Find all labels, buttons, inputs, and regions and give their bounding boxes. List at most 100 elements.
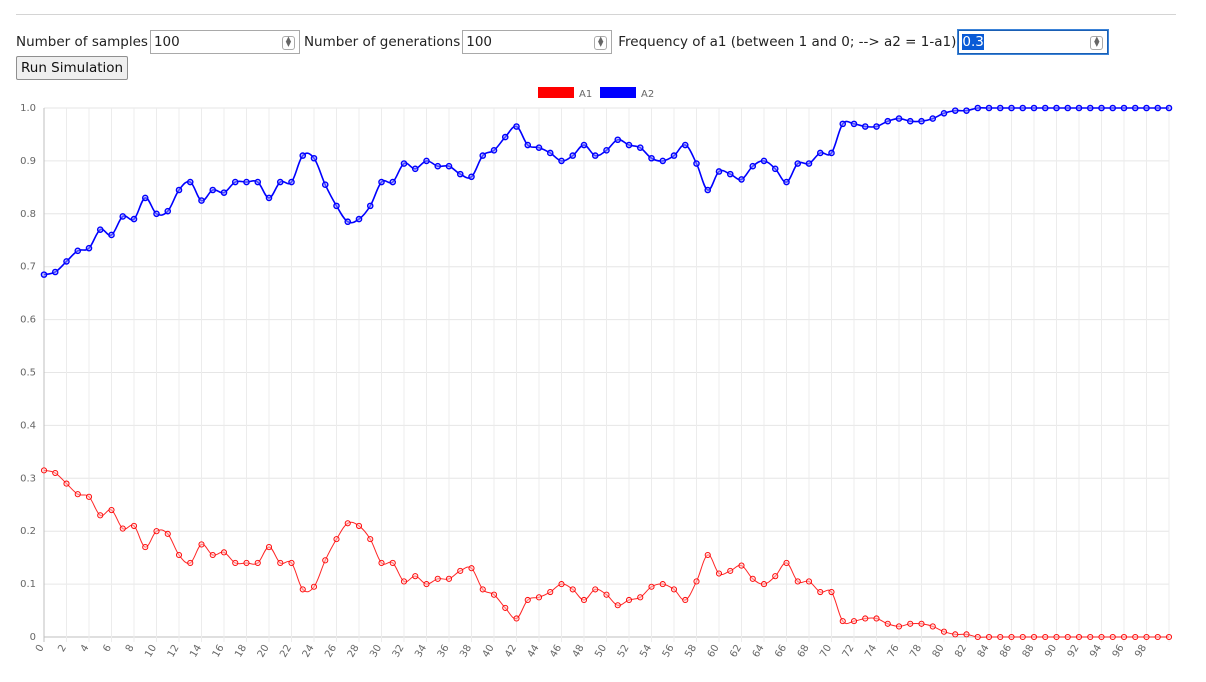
data-point-a1 (637, 594, 644, 601)
data-point-a2 (310, 154, 318, 162)
data-point-a2 (479, 152, 487, 159)
data-point-a1 (535, 594, 543, 601)
data-point-a1 (985, 633, 993, 641)
data-point-a2 (209, 186, 217, 194)
data-point-a2 (164, 207, 172, 215)
x-tick-label: 56 (661, 643, 677, 660)
data-point-a1 (333, 536, 340, 543)
data-point-a2 (546, 149, 554, 157)
data-point-a1 (187, 559, 194, 566)
data-point-a1 (119, 525, 126, 532)
data-point-a2 (1109, 104, 1117, 112)
data-point-a1 (524, 596, 531, 604)
data-point-a1 (74, 491, 81, 498)
samples-spinner-icon[interactable]: ▲ ▼ (281, 36, 295, 50)
data-point-a2 (366, 202, 374, 210)
data-point-a2 (1143, 104, 1150, 112)
generations-value: 100 (466, 34, 493, 50)
data-point-a1 (164, 530, 171, 537)
data-point-a2 (929, 115, 937, 122)
data-point-a2 (805, 160, 813, 167)
data-point-a1 (952, 631, 959, 638)
data-point-a2 (1019, 104, 1027, 112)
data-point-a2 (603, 147, 610, 154)
data-point-a1 (704, 551, 711, 559)
data-point-a1 (614, 602, 621, 609)
data-point-a2 (175, 186, 183, 194)
data-point-a1 (715, 570, 723, 577)
data-point-a2 (1098, 104, 1105, 112)
x-tick-label: 60 (706, 643, 722, 660)
data-point-a2 (1030, 104, 1038, 112)
data-point-a1 (1075, 633, 1083, 641)
x-tick-label: 72 (841, 643, 857, 660)
data-point-a1 (40, 467, 48, 474)
data-point-a2 (951, 107, 959, 114)
x-tick-label: 66 (773, 643, 789, 660)
x-tick-label: 90 (1043, 643, 1059, 660)
x-tick-label: 64 (751, 643, 767, 660)
data-point-a2 (850, 120, 858, 128)
data-point-a2 (726, 170, 734, 178)
data-point-a2 (906, 117, 914, 125)
data-point-a1 (760, 581, 768, 588)
data-point-a1 (862, 615, 869, 622)
data-point-a2 (704, 186, 712, 194)
data-point-a1 (288, 559, 295, 566)
data-point-a2 (783, 178, 790, 186)
data-point-a2 (693, 160, 700, 167)
x-tick-label: 52 (616, 643, 632, 660)
data-point-a2 (659, 157, 667, 165)
data-point-a2 (51, 268, 59, 276)
x-tick-label: 22 (278, 643, 294, 660)
x-tick-label: 76 (886, 643, 902, 660)
data-point-a1 (1053, 633, 1060, 641)
data-point-a2 (344, 218, 352, 226)
data-point-a2 (1086, 104, 1094, 112)
data-point-a2 (569, 152, 577, 159)
data-point-a2 (321, 181, 329, 189)
x-tick-label: 34 (413, 643, 429, 660)
data-point-a2 (1008, 104, 1015, 112)
data-point-a2 (580, 141, 588, 149)
data-point-a1 (389, 559, 396, 566)
data-point-a2 (749, 162, 757, 170)
x-tick-label: 8 (124, 643, 137, 654)
data-point-a1 (322, 557, 329, 564)
data-point-a1 (1008, 633, 1015, 641)
data-point-a1 (648, 583, 655, 590)
data-point-a1 (907, 620, 914, 627)
generations-input[interactable]: 100 ▲ ▼ (462, 30, 613, 54)
generations-spinner-icon[interactable]: ▲ ▼ (594, 36, 608, 50)
frequency-line-chart: 00.10.20.30.40.50.60.70.80.91.00 2 4 6 8 10 12… (20, 87, 1173, 660)
data-point-a1 (445, 575, 453, 582)
data-point-a1 (490, 591, 498, 598)
data-point-a2 (895, 115, 903, 122)
y-tick-label: 0.4 (20, 420, 36, 431)
x-tick-label: 44 (526, 643, 542, 660)
data-point-a2 (1131, 104, 1139, 112)
data-point-a2 (411, 165, 419, 173)
data-point-a1 (749, 575, 756, 582)
samples-input[interactable]: 100 ▲ ▼ (149, 30, 300, 54)
run-simulation-button[interactable]: Run Simulation (16, 56, 129, 80)
data-point-a2 (1041, 104, 1049, 112)
x-tick-label: 16 (211, 643, 227, 660)
x-tick-label: 26 (323, 643, 339, 660)
x-tick-label: 28 (346, 643, 362, 660)
frequency-input[interactable]: 0.3 ▲ ▼ (958, 30, 1109, 54)
data-point-a2 (513, 123, 520, 130)
data-point-a2 (794, 160, 802, 167)
data-point-a1 (659, 581, 666, 588)
x-tick-label: 82 (953, 643, 969, 660)
data-point-a2 (940, 109, 948, 117)
frequency-spinner-icon[interactable]: ▲ ▼ (1090, 36, 1104, 50)
data-point-a2 (85, 244, 93, 252)
data-point-a1 (502, 604, 509, 611)
data-point-a2 (141, 194, 149, 202)
data-point-a2 (1165, 104, 1173, 112)
data-point-a1 (355, 522, 363, 529)
data-point-a1 (130, 522, 138, 529)
data-point-a2 (715, 168, 723, 175)
y-tick-label: 0.3 (20, 473, 36, 484)
